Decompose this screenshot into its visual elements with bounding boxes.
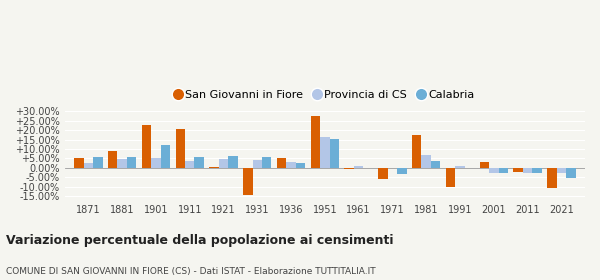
Bar [378, 168, 388, 179]
Bar [397, 168, 407, 174]
Bar [83, 163, 93, 168]
Bar [74, 158, 83, 168]
Bar [514, 168, 523, 172]
Bar [243, 168, 253, 195]
Bar [412, 135, 421, 168]
Bar [108, 151, 118, 168]
Bar [431, 161, 440, 168]
Bar [93, 157, 103, 168]
Bar [253, 160, 262, 168]
Bar [228, 156, 238, 168]
Bar [185, 161, 194, 168]
Text: COMUNE DI SAN GIOVANNI IN FIORE (CS) - Dati ISTAT - Elaborazione TUTTITALIA.IT: COMUNE DI SAN GIOVANNI IN FIORE (CS) - D… [6, 267, 376, 276]
Bar [286, 162, 296, 168]
Text: Variazione percentuale della popolazione ai censimenti: Variazione percentuale della popolazione… [6, 234, 394, 247]
Bar [455, 166, 465, 168]
Bar [127, 157, 136, 168]
Bar [547, 168, 557, 188]
Bar [344, 168, 354, 169]
Bar [161, 145, 170, 168]
Bar [489, 168, 499, 172]
Bar [329, 139, 339, 168]
Bar [311, 116, 320, 168]
Bar [354, 166, 364, 168]
Bar [421, 155, 431, 168]
Bar [523, 168, 532, 172]
Bar [219, 159, 228, 168]
Bar [446, 168, 455, 187]
Bar [142, 125, 151, 168]
Bar [176, 129, 185, 168]
Bar [499, 168, 508, 173]
Bar [277, 158, 286, 168]
Bar [194, 157, 204, 168]
Bar [209, 167, 219, 168]
Bar [296, 163, 305, 168]
Bar [320, 137, 329, 168]
Bar [557, 168, 566, 172]
Legend: San Giovanni in Fiore, Provincia di CS, Calabria: San Giovanni in Fiore, Provincia di CS, … [171, 86, 479, 104]
Bar [118, 159, 127, 168]
Bar [566, 168, 575, 178]
Bar [479, 162, 489, 168]
Bar [532, 168, 542, 173]
Bar [151, 158, 161, 168]
Bar [262, 157, 271, 168]
